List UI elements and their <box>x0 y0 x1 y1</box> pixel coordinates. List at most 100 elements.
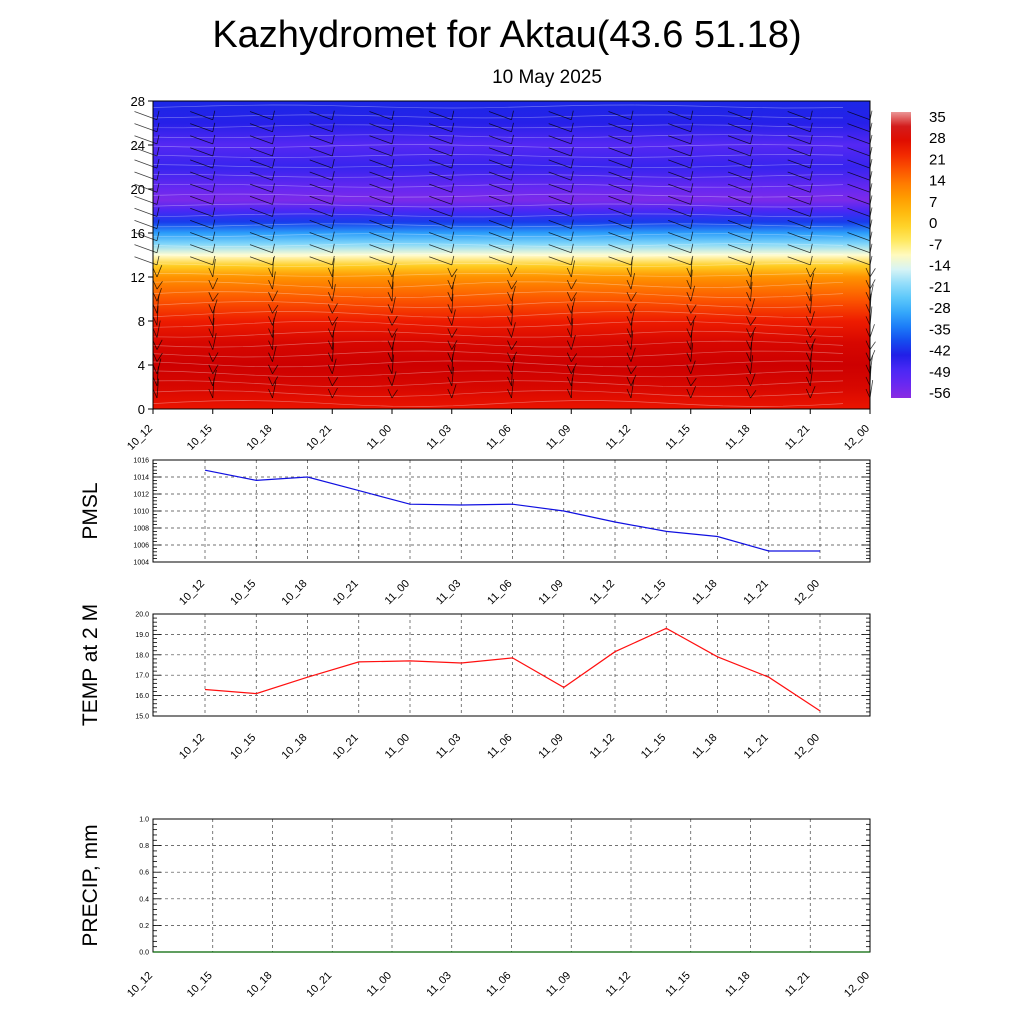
wind-barb <box>511 305 514 326</box>
wind-barb-staff <box>865 267 871 278</box>
wind-barb-staff <box>507 376 512 387</box>
x-tick-label: 11_12 <box>604 970 634 1000</box>
wind-barb-staff <box>451 243 455 253</box>
wind-barb <box>809 338 816 350</box>
wind-barb <box>391 333 397 350</box>
wind-barb <box>331 284 336 302</box>
wind-barb-staff <box>570 183 574 193</box>
x-tick-label: 10_12 <box>125 970 155 1000</box>
colorbar-tick-label: 0 <box>929 215 937 232</box>
wind-barb-staff <box>208 316 214 326</box>
wind-barb-staff <box>570 159 574 169</box>
wind-barb-staff <box>865 328 871 338</box>
wind-barb <box>727 171 751 181</box>
wind-barb <box>548 159 572 169</box>
wind-barb <box>488 135 512 145</box>
wind-barb <box>548 220 572 229</box>
wind-barb <box>630 273 635 290</box>
wind-barb-staff <box>387 364 393 374</box>
wind-barb-staff <box>272 122 275 132</box>
wind-barb <box>309 232 333 242</box>
wind-barb <box>309 111 333 121</box>
wind-barb <box>391 263 397 278</box>
wind-barb-staff <box>447 340 453 350</box>
wind-barb-staff <box>391 159 395 169</box>
wind-barb-staff <box>331 171 335 181</box>
wind-barb-staff <box>331 183 335 193</box>
wind-barb-staff <box>272 134 275 144</box>
wind-barb-staff <box>327 340 333 350</box>
wind-barb <box>548 183 572 193</box>
wind-barb <box>690 342 694 362</box>
isotherm-line <box>152 164 844 168</box>
wind-barb-staff <box>746 376 751 387</box>
wind-barb-staff <box>327 267 333 278</box>
wind-barb <box>630 365 637 375</box>
wind-barb-staff <box>331 122 335 132</box>
wind-barb-staff <box>152 304 158 314</box>
x-tick-label: 11_03 <box>424 423 454 453</box>
wind-barb <box>608 123 632 133</box>
wind-barb-staff <box>208 267 214 278</box>
wind-barb <box>212 259 216 278</box>
wind-barb-staff <box>865 352 871 362</box>
x-tick-label: 11_06 <box>484 423 514 453</box>
wind-barb <box>847 159 871 169</box>
wind-barb-staff <box>805 304 811 314</box>
isotherm-line <box>152 330 844 338</box>
wind-barb-staff <box>212 207 216 217</box>
wind-barb-staff <box>686 328 692 338</box>
wind-barb <box>570 318 574 338</box>
wind-barb <box>511 356 516 374</box>
wind-barb <box>548 111 572 121</box>
wind-barb <box>429 171 452 181</box>
wind-barb-staff <box>387 352 393 362</box>
colorbar-tick-label: -21 <box>929 279 951 296</box>
wind-barb-staff <box>805 316 811 326</box>
isotherm-line <box>152 253 844 257</box>
wind-barb <box>809 329 817 338</box>
wind-barb <box>429 220 452 229</box>
wind-barb-staff <box>690 195 694 205</box>
wind-barb-staff <box>570 207 574 217</box>
wind-barb <box>668 171 691 181</box>
wind-barb <box>668 195 691 205</box>
wind-barb <box>331 303 338 314</box>
wind-barb <box>391 371 397 387</box>
pmsl-panel: 1004 1006 1008 1010 1012 1014 1016 PMSL 10_12 10_… <box>79 458 871 608</box>
wind-barb-staff <box>268 316 273 326</box>
wind-barb <box>488 123 512 133</box>
wind-barb <box>750 326 756 338</box>
x-tick-label: 10_18 <box>280 732 310 762</box>
y-tick-label: 1010 <box>133 509 149 516</box>
wind-barb <box>787 207 811 217</box>
wind-barb <box>156 281 163 290</box>
wind-barb <box>369 171 393 181</box>
wind-barb <box>511 379 514 399</box>
wind-barb-staff <box>391 122 395 132</box>
wind-barb <box>690 315 697 326</box>
chart-title: Kazhydromet for Aktau(43.6 51.18) <box>212 14 801 56</box>
wind-barb <box>451 340 458 350</box>
wind-barb-staff <box>331 110 335 120</box>
wind-barb-staff <box>809 146 813 157</box>
wind-barb <box>272 304 279 314</box>
wind-barb <box>630 374 637 387</box>
wind-barb-staff <box>630 195 634 205</box>
wind-barb-staff <box>208 304 214 314</box>
wind-barb-staff <box>626 364 632 374</box>
wind-barb <box>212 333 217 350</box>
wind-barb-staff <box>566 364 572 374</box>
wind-barb-staff <box>809 231 813 241</box>
wind-barb <box>548 135 572 145</box>
wind-barb-staff <box>809 171 813 181</box>
wind-barb-staff <box>690 171 694 181</box>
wind-barb <box>727 220 751 229</box>
wind-barb-staff <box>746 388 751 399</box>
y-tick-label: 20 <box>131 182 145 197</box>
wind-barb <box>429 183 452 193</box>
wind-barb <box>429 111 452 121</box>
wind-barb-staff <box>690 183 694 193</box>
wind-barb-staff <box>570 231 574 241</box>
wind-barb-staff <box>212 122 216 132</box>
